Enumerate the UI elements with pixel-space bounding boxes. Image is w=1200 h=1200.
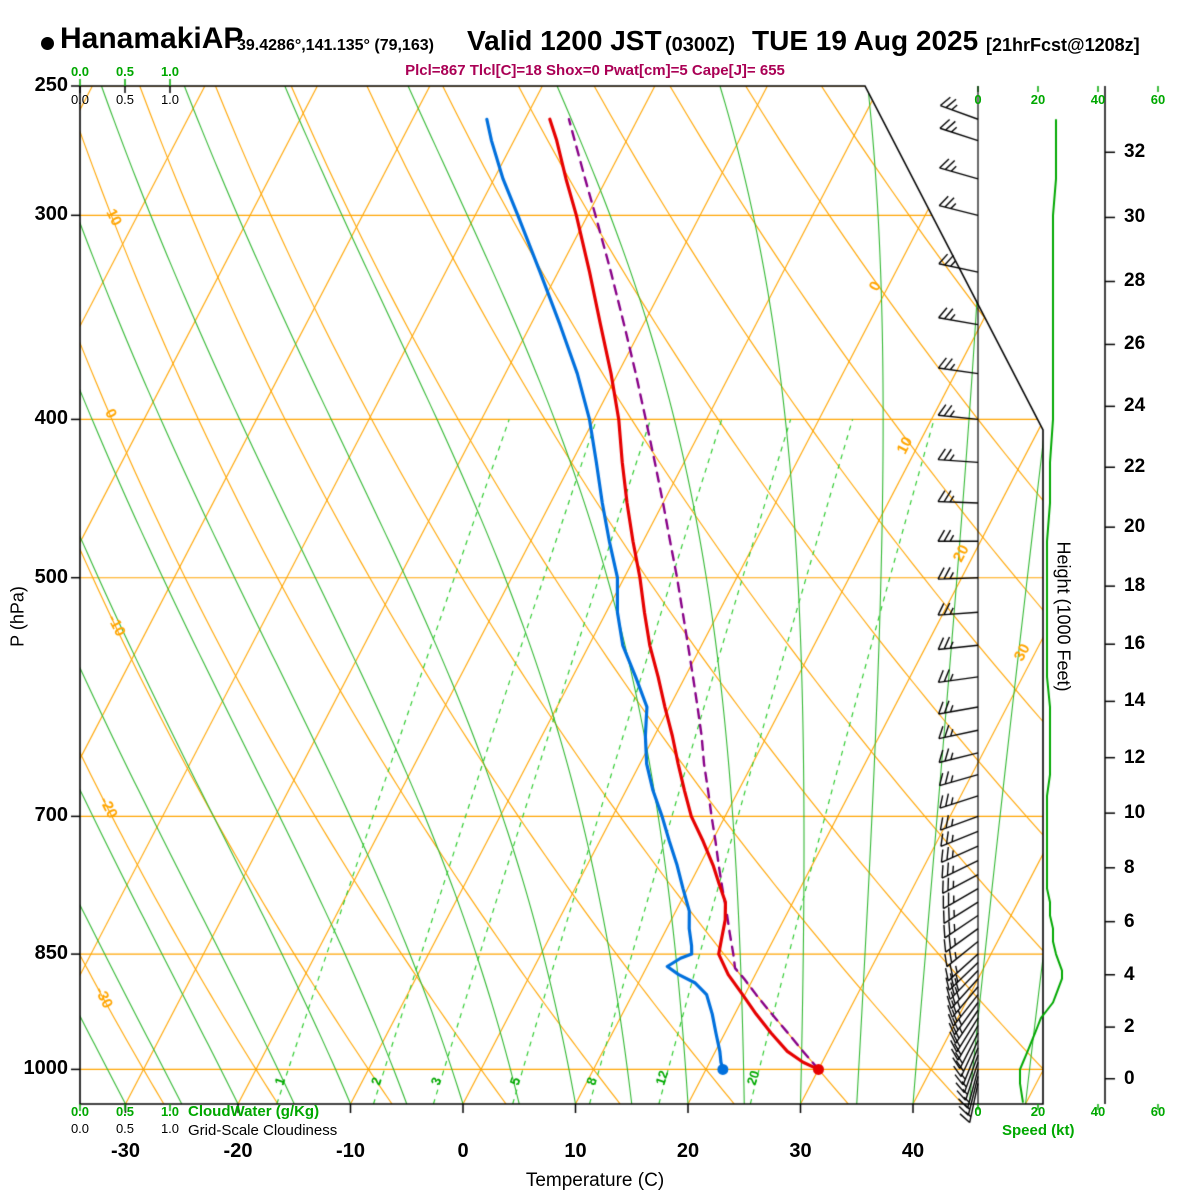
station-coords: 39.4286°,141.135° (79,163): [237, 37, 434, 54]
tick-label: 32: [1124, 141, 1146, 163]
tick-label: 0: [1124, 1067, 1135, 1089]
tick-label: 0.5: [115, 64, 135, 79]
tick-label: 24: [1124, 395, 1146, 417]
tick-label: 20: [1030, 92, 1046, 107]
speed-axis-label: Speed (kt): [1002, 1122, 1075, 1139]
tick-label: 60: [1150, 1104, 1166, 1119]
tick-label: -30: [111, 1140, 140, 1162]
tick-label: 1.0: [160, 92, 180, 107]
tick-label: 14: [1124, 690, 1146, 712]
tick-label: 0.0: [70, 64, 90, 79]
tick-label: 0.5: [115, 92, 135, 107]
tick-label: 20: [1124, 516, 1146, 538]
tick-label: 0.5: [115, 1121, 135, 1136]
tick-label: 26: [1124, 333, 1146, 355]
tick-label: 10: [1124, 802, 1146, 824]
tick-label: 20: [1030, 1104, 1046, 1119]
tick-label: 0: [974, 1104, 982, 1119]
height-axis-label: Height (1000 Feet): [1053, 541, 1074, 692]
tick-label: 30: [789, 1140, 812, 1162]
cloudwater-axis-label: CloudWater (g/Kg): [188, 1103, 320, 1120]
tick-label: 0.5: [115, 1104, 135, 1119]
tick-label: 4: [1124, 963, 1135, 985]
tick-label: 40: [901, 1140, 925, 1162]
tick-label: 0.0: [70, 1104, 90, 1119]
tick-label: 30: [1124, 206, 1146, 228]
tick-label: 850: [34, 942, 68, 965]
sounding-parameters: Plcl=867 Tlcl[C]=18 Shox=0 Pwat[cm]=5 Ca…: [405, 62, 785, 79]
tick-label: 8: [1124, 856, 1135, 878]
tick-label: 18: [1124, 575, 1146, 597]
tick-label: -20: [223, 1140, 253, 1162]
tick-label: 6: [1124, 910, 1135, 932]
tick-label: 40: [1090, 92, 1106, 107]
tick-label: 400: [34, 407, 68, 430]
tick-label: 300: [34, 203, 68, 226]
tick-label: 1.0: [160, 1104, 180, 1119]
tick-label: 700: [34, 804, 68, 827]
cloudiness-axis-label: Grid-Scale Cloudiness: [188, 1122, 338, 1139]
forecast-hour-badge: [21hrFcst@1208z]: [986, 35, 1140, 55]
valid-date: TUE 19 Aug 2025: [752, 25, 979, 56]
valid-time: Valid 1200 JST: [467, 25, 662, 56]
tick-label: 12: [1124, 746, 1146, 768]
tick-label: 20: [676, 1140, 700, 1162]
tick-label: 500: [34, 565, 68, 588]
tick-label: 2: [1124, 1016, 1135, 1038]
tick-label: 22: [1124, 456, 1146, 478]
tick-label: 1000: [23, 1057, 69, 1080]
tick-label: 28: [1124, 270, 1146, 292]
temperature-axis-label: Temperature (C): [525, 1170, 665, 1191]
tick-label: 250: [34, 74, 68, 96]
tick-label: 0.0: [70, 92, 90, 107]
station-name: HanamakiAP: [60, 22, 244, 55]
tick-label: 0.0: [70, 1121, 90, 1136]
tick-label: 16: [1124, 633, 1146, 655]
tick-label: 1.0: [160, 1121, 180, 1136]
tick-label: 60: [1150, 92, 1166, 107]
station-bullet-icon: [41, 37, 54, 50]
tick-label: 40: [1090, 1104, 1106, 1119]
tick-label: 0: [974, 92, 982, 107]
tick-label: 1.0: [160, 64, 180, 79]
valid-time-utc: (0300Z): [665, 34, 736, 56]
tick-label: 0: [457, 1140, 469, 1162]
tick-label: -10: [336, 1140, 365, 1162]
tick-label: 10: [564, 1140, 587, 1162]
